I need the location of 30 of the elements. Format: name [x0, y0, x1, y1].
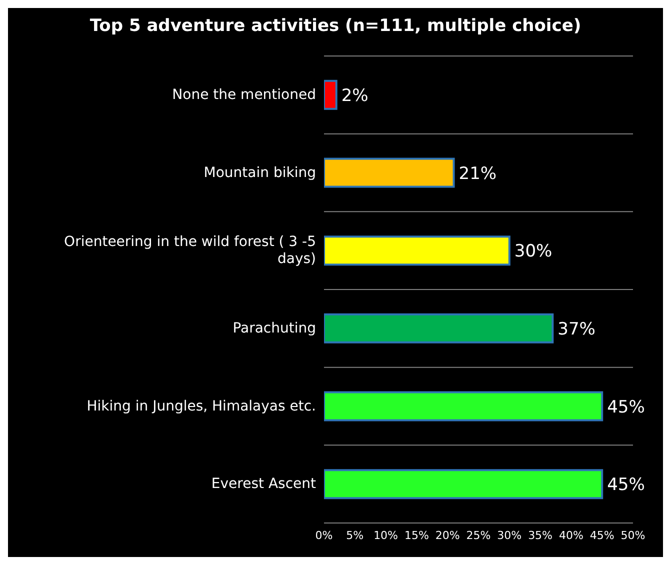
x-tick-label: 20%	[435, 528, 460, 542]
x-tick-label: 5%	[346, 528, 364, 542]
y-tick-label: Hiking in Jungles, Himalayas etc.	[86, 398, 316, 414]
data-label: 45%	[607, 397, 645, 418]
y-tick-label: Mountain biking	[204, 164, 316, 181]
y-tick-label: Orienteering in the wild forest ( 3 -5 days)	[64, 234, 316, 268]
bar	[324, 158, 455, 188]
bar	[324, 80, 338, 110]
x-tick-label: 0%	[315, 528, 333, 542]
y-tick-label: Parachuting	[232, 320, 316, 336]
bar	[324, 313, 554, 344]
y-tick-label: Everest Ascent	[211, 476, 316, 492]
x-tick-label: 40%	[558, 528, 584, 542]
data-label: 21%	[458, 164, 497, 184]
x-tick-label: 45%	[590, 528, 614, 542]
x-tick-label: 35%	[528, 528, 553, 542]
x-tick-label: 30%	[497, 528, 522, 542]
chart-title: Top 5 adventure activities (n=111, multiple choice)	[88, 15, 582, 38]
y-tick-label: None the mentioned	[172, 86, 316, 103]
data-label: 45%	[607, 475, 645, 496]
bar	[324, 391, 604, 422]
bar	[324, 469, 604, 500]
data-label: 2%	[341, 86, 368, 106]
data-label: 37%	[558, 319, 596, 340]
x-tick-label: 50%	[620, 528, 646, 542]
bar	[324, 236, 510, 266]
data-label: 30%	[514, 242, 552, 262]
x-tick-label: 25%	[466, 528, 491, 542]
x-tick-label: 15%	[404, 528, 429, 542]
x-tick-label: 10%	[374, 528, 398, 542]
